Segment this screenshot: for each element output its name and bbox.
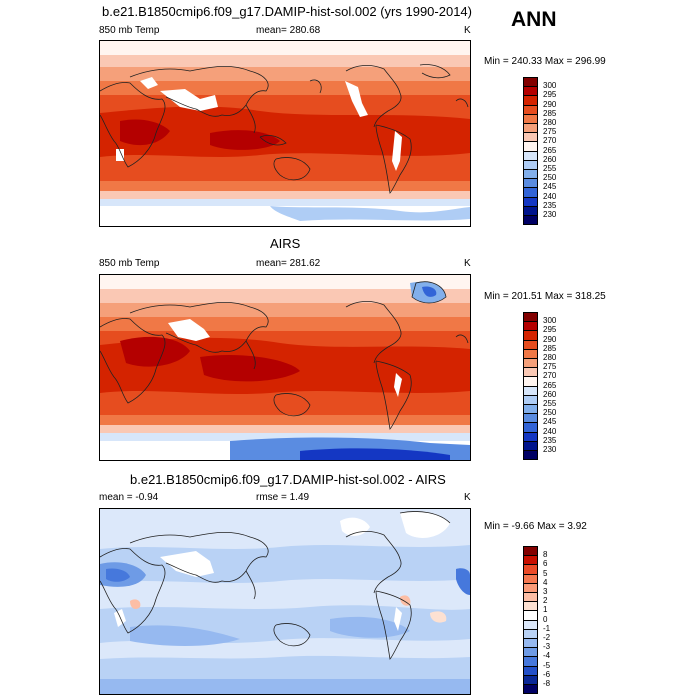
colorbar-tick-label: 300 bbox=[543, 316, 557, 326]
colorbar-tick-label: 250 bbox=[543, 408, 557, 418]
colorbar-tick-label: 255 bbox=[543, 164, 557, 173]
colorbar-swatch bbox=[523, 450, 538, 461]
panel-2-minmax-label: Min = 201.51 Max = 318.25 bbox=[484, 291, 606, 302]
panel-3-minmax-label: Min = -9.66 Max = 3.92 bbox=[484, 521, 587, 532]
colorbar-tick-label: 3 bbox=[543, 587, 548, 596]
colorbar-tick-label: 285 bbox=[543, 108, 557, 118]
colorbar-tick-label: 235 bbox=[543, 200, 557, 210]
colorbar-tick-label: 240 bbox=[543, 426, 557, 436]
panel-3-units-label: K bbox=[464, 492, 471, 503]
colorbar-tick-label: 250 bbox=[543, 173, 557, 183]
colorbar-tick-label: -3 bbox=[543, 642, 551, 652]
panel-3-mean-label: mean = -0.94 bbox=[99, 492, 159, 503]
colorbar-swatch bbox=[523, 215, 538, 226]
colorbar-tick-label: 275 bbox=[543, 127, 557, 137]
panel-2-map bbox=[99, 274, 471, 461]
colorbar-tick-label: 8 bbox=[543, 550, 548, 560]
colorbar-tick-label: -4 bbox=[543, 651, 551, 661]
panel-3-map bbox=[99, 508, 471, 695]
colorbar-tick-label: 0 bbox=[543, 614, 548, 624]
colorbar-tick-label: 270 bbox=[543, 136, 557, 146]
colorbar-tick-label: 285 bbox=[543, 343, 557, 353]
colorbar-tick-label: 295 bbox=[543, 90, 557, 100]
panel-2-units-label: K bbox=[464, 258, 471, 269]
colorbar-tick-label: 245 bbox=[543, 417, 557, 427]
panel-1-units-label: K bbox=[464, 25, 471, 36]
panel-3-rmse-label: rmse = 1.49 bbox=[256, 492, 310, 503]
colorbar-tick-label: 290 bbox=[543, 99, 557, 109]
panel-1-colorbar: 300 295 290 285 280 275 270 265 260 255 250 245 240 2… bbox=[523, 77, 573, 227]
colorbar-tick-label: 4 bbox=[543, 577, 548, 587]
colorbar-tick-label: 5 bbox=[543, 568, 548, 578]
colorbar-tick-label: 255 bbox=[543, 399, 557, 408]
colorbar-tick-label: 1 bbox=[543, 605, 548, 615]
colorbar-tick-label: 280 bbox=[543, 118, 557, 127]
colorbar-tick-label: 235 bbox=[543, 435, 557, 445]
colorbar-tick-label: 6 bbox=[543, 559, 548, 569]
colorbar-tick-label: 230 bbox=[543, 210, 557, 219]
panel-1-map bbox=[99, 40, 471, 227]
panel-3-title: b.e21.B1850cmip6.f09_g17.DAMIP-hist-sol.… bbox=[130, 472, 446, 487]
colorbar-tick-label: 240 bbox=[543, 191, 557, 201]
panel-3-colorbar: 8 6 5 4 3 2 1 0 -1 -2 -3 -4 -5 -6 -8 bbox=[523, 546, 573, 696]
colorbar-swatch bbox=[523, 684, 538, 695]
colorbar-tick-label: -6 bbox=[543, 669, 551, 679]
panel-1-mean-label: mean= 280.68 bbox=[256, 25, 321, 36]
panel-2-mean-label: mean= 281.62 bbox=[256, 258, 321, 269]
season-label: ANN bbox=[511, 8, 557, 31]
panel-1-variable-label: 850 mb Temp bbox=[99, 25, 160, 36]
colorbar-tick-label: -8 bbox=[543, 679, 551, 688]
colorbar-tick-label: -2 bbox=[543, 633, 551, 642]
colorbar-tick-label: -1 bbox=[543, 623, 551, 633]
panel-2-colorbar: 300 295 290 285 280 275 270 265 260 255 250 245 240 2… bbox=[523, 312, 573, 462]
colorbar-tick-label: 260 bbox=[543, 154, 557, 164]
colorbar-tick-label: 300 bbox=[543, 81, 557, 91]
colorbar-tick-label: 265 bbox=[543, 380, 557, 390]
colorbar-tick-label: 270 bbox=[543, 371, 557, 381]
colorbar-tick-label: 260 bbox=[543, 389, 557, 399]
colorbar-tick-label: 290 bbox=[543, 334, 557, 344]
colorbar-tick-label: 275 bbox=[543, 362, 557, 372]
colorbar-tick-label: 245 bbox=[543, 182, 557, 192]
panel-1-title: b.e21.B1850cmip6.f09_g17.DAMIP-hist-sol.… bbox=[102, 4, 472, 19]
panel-1-minmax-label: Min = 240.33 Max = 296.99 bbox=[484, 56, 606, 67]
colorbar-tick-label: 280 bbox=[543, 353, 557, 362]
colorbar-tick-label: -5 bbox=[543, 660, 551, 670]
panel-2-title: AIRS bbox=[270, 236, 301, 251]
colorbar-tick-label: 265 bbox=[543, 145, 557, 155]
colorbar-tick-label: 295 bbox=[543, 325, 557, 335]
colorbar-tick-label: 230 bbox=[543, 445, 557, 454]
panel-2-variable-label: 850 mb Temp bbox=[99, 258, 160, 269]
colorbar-tick-label: 2 bbox=[543, 596, 548, 606]
